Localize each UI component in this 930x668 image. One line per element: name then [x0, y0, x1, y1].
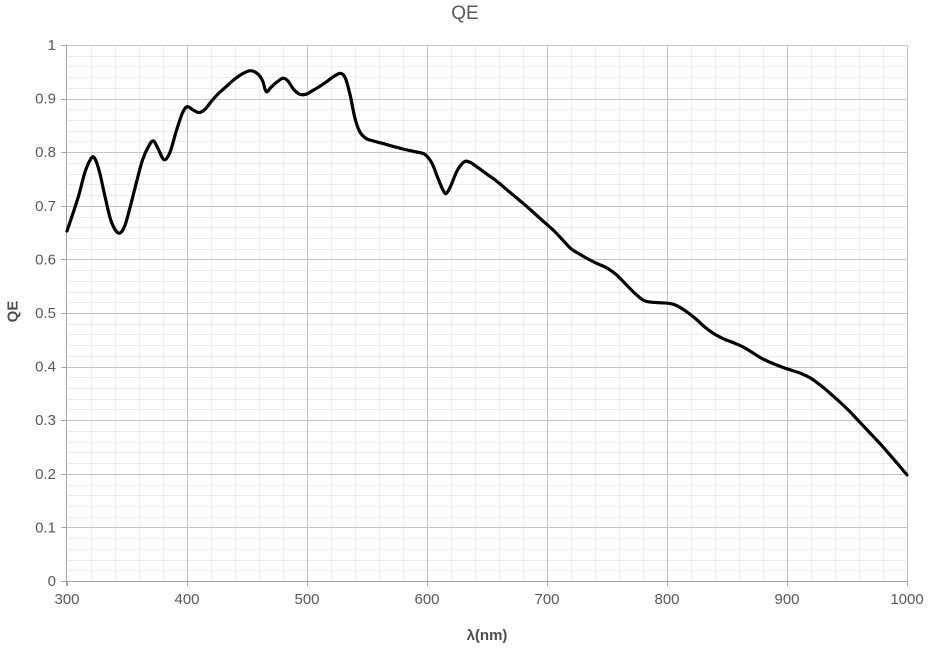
y-tick-label: 0.6 [35, 251, 56, 268]
axes [65, 45, 907, 586]
chart-title: QE [451, 3, 479, 24]
y-tick-label: 0.3 [35, 412, 56, 429]
x-tick-label: 900 [774, 591, 799, 608]
y-tick-label: 1 [48, 37, 56, 54]
x-tick-label: 800 [654, 591, 679, 608]
x-tick-label: 1000 [890, 591, 923, 608]
y-tick-label: 0.8 [35, 144, 56, 161]
x-tick-label: 300 [54, 591, 79, 608]
y-tick-label: 0.9 [35, 91, 56, 108]
y-tick-label: 0 [48, 573, 56, 590]
y-tick-label: 0.2 [35, 466, 56, 483]
x-tick-labels: 300 400 500 600 700 800 900 1000 [54, 591, 923, 608]
x-tick-label: 600 [414, 591, 439, 608]
x-axis-title: λ(nm) [466, 627, 508, 644]
y-tick-label: 0.7 [35, 198, 56, 215]
y-tick-label: 0.1 [35, 519, 56, 536]
x-tick-label: 500 [294, 591, 319, 608]
y-tick-label: 0.4 [35, 359, 56, 376]
qe-curve [65, 69, 909, 477]
major-gridlines [67, 45, 908, 581]
y-tick-label: 0.5 [35, 305, 56, 322]
x-tick-label: 400 [174, 591, 199, 608]
y-axis-title: QE [4, 300, 22, 323]
y-tick-labels: 0 0.1 0.2 0.3 0.4 0.5 0.6 0.7 0.8 0.9 1 [35, 37, 56, 590]
tick-marks [61, 44, 909, 586]
x-tick-label: 700 [534, 591, 559, 608]
